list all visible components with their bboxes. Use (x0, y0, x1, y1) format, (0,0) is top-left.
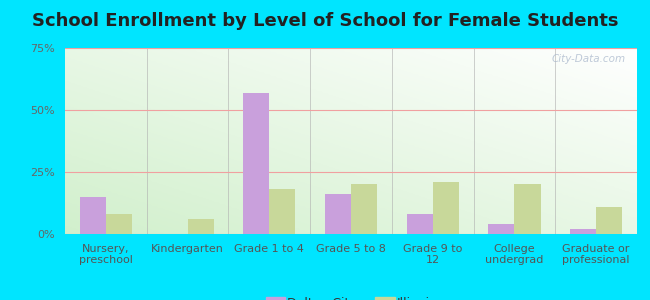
Bar (570, 229, 596, 234)
Bar (351, 184, 377, 234)
Text: City-Data.com: City-Data.com (551, 54, 625, 64)
Bar (243, 93, 269, 234)
Bar (188, 219, 214, 234)
Bar (269, 189, 296, 234)
Legend: Dalton City, Illinois: Dalton City, Illinois (261, 292, 441, 300)
Text: School Enrollment by Level of School for Female Students: School Enrollment by Level of School for… (32, 12, 618, 30)
Bar (325, 194, 351, 234)
Bar (514, 184, 541, 234)
Bar (433, 182, 459, 234)
Bar (406, 214, 433, 234)
Bar (596, 207, 622, 234)
Bar (106, 214, 132, 234)
Bar (488, 224, 514, 234)
Bar (80, 197, 106, 234)
